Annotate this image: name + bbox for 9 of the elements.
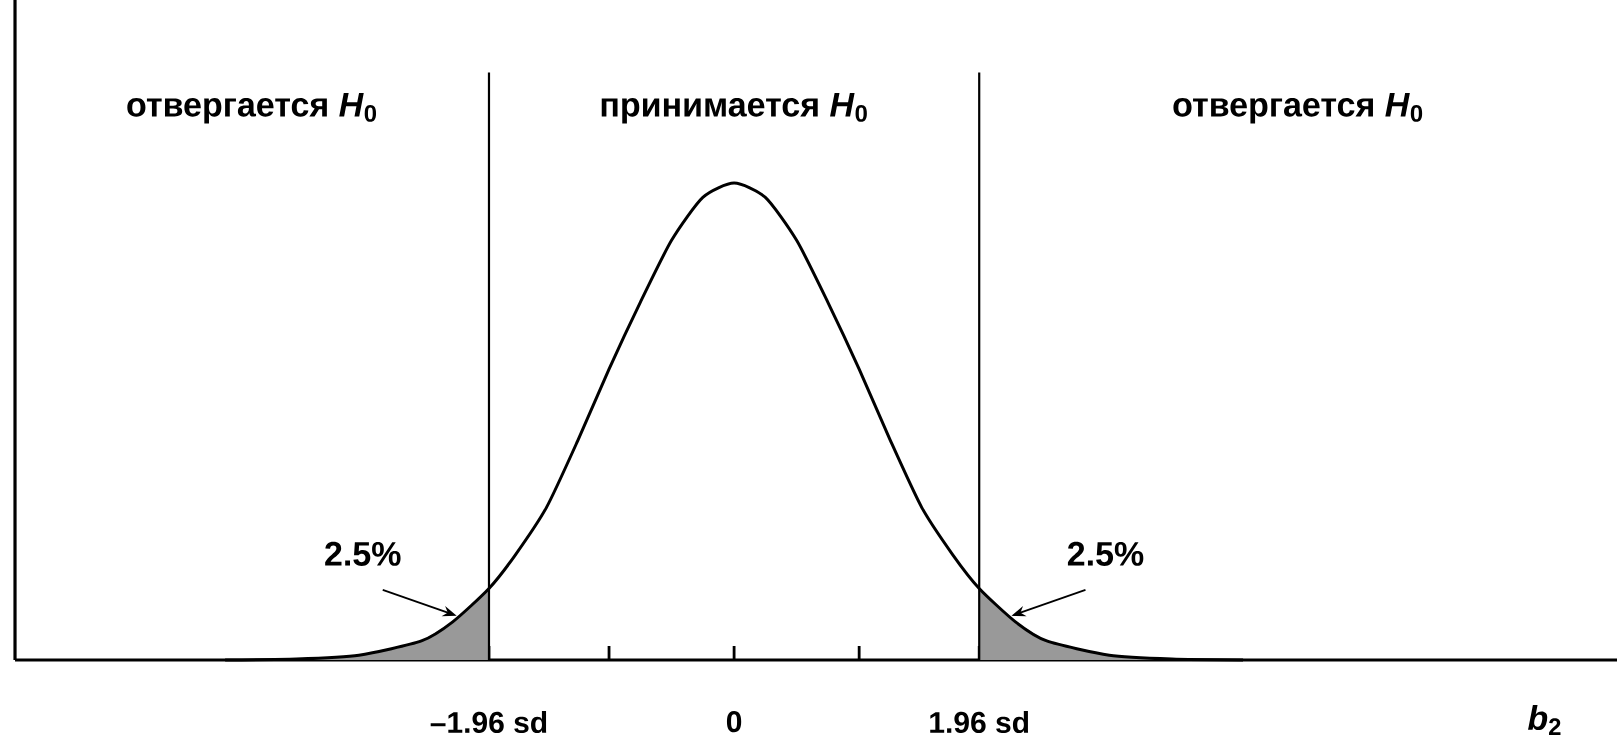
x-axis-title: b$_{2}$: [1528, 705, 1561, 735]
annotation: 2.5%: [325, 541, 401, 566]
annotation: 2.5%: [1067, 541, 1144, 566]
x-tick-label: 1.96 sd: [930, 711, 1029, 734]
x-tick-label: 0: [726, 711, 742, 733]
text: отвергается H$_{0}$: [127, 93, 377, 124]
text: отвергается H$_{0}$: [1173, 93, 1423, 124]
text: принимается H$_{0}$: [601, 93, 867, 124]
x-tick-label: –1.96 sd: [430, 711, 547, 734]
